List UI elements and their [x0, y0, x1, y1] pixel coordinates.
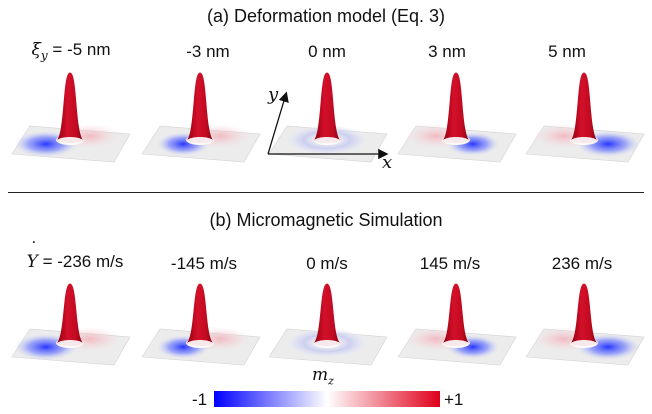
panel-b-label-5: 236 m/s	[551, 254, 613, 273]
colorbar-max-label: +1	[444, 390, 464, 409]
panel-a-label-5: 5 nm	[548, 42, 586, 61]
y-axis-label: y	[268, 84, 279, 105]
panel-b-label-3: 0 m/s	[306, 254, 348, 273]
panel-b-plot-2	[141, 283, 261, 366]
colorbar-min-label: -1	[192, 390, 208, 409]
colorbar-label: mz	[312, 365, 334, 388]
panel-b-plot-3	[268, 283, 388, 366]
panel-a-label-3: 0 nm	[308, 42, 346, 61]
panel-a-label-4: 3 nm	[428, 42, 466, 61]
panel-b-plot-1	[11, 283, 131, 366]
panel-a-plot-3	[268, 72, 388, 163]
panel-b-label-2: -145 m/s	[170, 254, 238, 273]
panel-a-plot-5	[525, 72, 645, 163]
panel-a-label-2: -3 nm	[186, 42, 230, 61]
panel-b-plot-5	[525, 283, 645, 366]
x-axis-label: x	[382, 152, 393, 173]
y-axis-arrow	[267, 91, 289, 155]
panel-a-label-1-value: = -5 nm	[47, 40, 111, 59]
panel-b-plot-4	[397, 283, 517, 366]
panel-a-plot-4	[397, 72, 517, 163]
panel-b-label-4: 145 m/s	[419, 254, 481, 273]
y-dot-symbol: ˙ Y	[26, 239, 39, 272]
xy-axes	[267, 91, 389, 160]
panel-a-plot-2	[141, 72, 261, 163]
panel-b-label-1-value: = -236 m/s	[37, 252, 124, 271]
section-divider	[8, 192, 644, 193]
panel-b-title: (b) Micromagnetic Simulation	[209, 210, 443, 230]
xi-subscript: y	[40, 48, 48, 63]
xi-symbol: ξ	[31, 40, 41, 60]
panel-b-label-1: ˙ Y = -236 m/s	[4, 239, 146, 272]
panel-a-plot-1	[11, 72, 131, 163]
panel-a-label-1: ξy = -5 nm	[6, 40, 136, 62]
panel-a-title: (a) Deformation model (Eq. 3)	[206, 6, 446, 26]
colorbar	[214, 391, 440, 407]
